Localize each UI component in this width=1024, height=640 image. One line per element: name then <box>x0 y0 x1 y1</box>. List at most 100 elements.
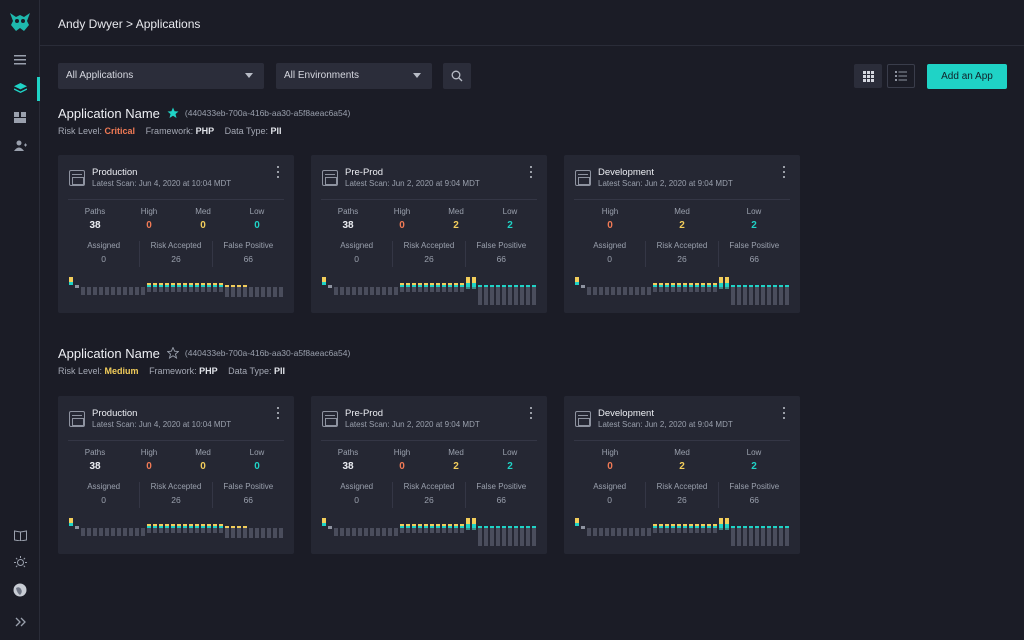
stat-value[interactable]: 0 <box>254 220 260 231</box>
stat-value[interactable]: 2 <box>751 461 757 472</box>
stat-value[interactable]: 38 <box>89 461 101 472</box>
sparkline-bar <box>267 287 271 297</box>
environment-card[interactable]: Production Latest Scan: Jun 4, 2020 at 1… <box>58 396 294 554</box>
book-icon[interactable] <box>11 526 29 544</box>
star-filled-icon[interactable] <box>167 107 179 119</box>
stat-value[interactable]: 0 <box>399 220 405 231</box>
menu-icon[interactable] <box>11 51 29 69</box>
stat-value[interactable]: 38 <box>342 220 354 231</box>
stat-high: High 0 <box>122 448 176 478</box>
dashboard-icon[interactable] <box>11 108 29 126</box>
false-positive-stat: False Positive 66 <box>466 241 537 267</box>
stat-value[interactable]: 2 <box>751 220 757 231</box>
stat-value[interactable]: 0 <box>146 220 152 231</box>
more-options-icon[interactable] <box>276 407 280 419</box>
scan-history-sparkline <box>69 518 283 544</box>
stat-label: Low <box>249 207 265 216</box>
list-view-button[interactable] <box>887 64 915 88</box>
environment-card[interactable]: Pre-Prod Latest Scan: Jun 2, 2020 at 9:0… <box>311 396 547 554</box>
sparkline-bar <box>213 283 217 292</box>
more-options-icon[interactable] <box>529 407 533 419</box>
triage-stats: Assigned 0 Risk Accepted 26 False Positive… <box>68 482 284 508</box>
sparkline-bar <box>255 528 259 538</box>
scan-history-sparkline <box>322 277 536 305</box>
false-positive-value: 66 <box>496 254 507 264</box>
environment-card[interactable]: Production Latest Scan: Jun 4, 2020 at 1… <box>58 155 294 313</box>
globe-icon[interactable] <box>11 581 29 599</box>
search-button[interactable] <box>443 63 471 89</box>
application-name[interactable]: Application Name <box>58 345 160 361</box>
stat-value[interactable]: 0 <box>200 220 206 231</box>
sparkline-bar <box>514 285 518 305</box>
sparkline-bar <box>99 528 103 536</box>
stat-value[interactable]: 2 <box>453 461 459 472</box>
owl-logo-icon[interactable] <box>8 10 32 34</box>
environment-name: Production <box>92 408 138 419</box>
sparkline-bar <box>587 528 591 536</box>
expand-icon[interactable] <box>11 613 29 631</box>
layers-icon[interactable] <box>11 80 29 98</box>
environment-card[interactable]: Development Latest Scan: Jun 2, 2020 at … <box>564 396 800 554</box>
sparkline-bar <box>147 283 151 292</box>
grid-view-button[interactable] <box>854 64 882 88</box>
stat-value[interactable]: 0 <box>254 461 260 472</box>
sparkline-bar <box>611 528 615 536</box>
environment-card[interactable]: Development Latest Scan: Jun 2, 2020 at … <box>564 155 800 313</box>
sparkline-bar <box>105 528 109 536</box>
more-options-icon[interactable] <box>782 166 786 178</box>
sparkline-bar <box>767 526 771 546</box>
assigned-stat: Assigned 0 <box>68 241 141 267</box>
sparkline-bar <box>261 287 265 297</box>
users-icon[interactable] <box>11 136 29 154</box>
stat-label: Low <box>502 448 518 457</box>
stat-paths: Paths 38 <box>68 207 122 237</box>
application-name[interactable]: Application Name <box>58 105 160 121</box>
sparkline-bar <box>412 283 416 292</box>
triage-stats: Assigned 0 Risk Accepted 26 False Positive… <box>321 241 537 267</box>
sparkline-bar <box>641 287 645 295</box>
scan-history-sparkline <box>322 518 536 546</box>
stat-value[interactable]: 2 <box>507 461 513 472</box>
sparkline-bar <box>75 285 79 288</box>
more-options-icon[interactable] <box>276 166 280 178</box>
stat-value[interactable]: 38 <box>342 461 354 472</box>
sparkline-bar <box>430 524 434 533</box>
sparkline-bar <box>635 287 639 295</box>
stat-value[interactable]: 0 <box>607 220 613 231</box>
more-options-icon[interactable] <box>782 407 786 419</box>
latest-scan: Latest Scan: Jun 4, 2020 at 10:04 MDT <box>92 179 232 188</box>
assigned-stat: Assigned 0 <box>68 482 141 508</box>
add-app-button[interactable]: Add an App <box>927 64 1007 89</box>
stat-value[interactable]: 0 <box>200 461 206 472</box>
sparkline-bar <box>81 287 85 295</box>
sparkline-bar <box>147 524 151 533</box>
stat-value[interactable]: 0 <box>399 461 405 472</box>
risk-accepted-stat: Risk Accepted 26 <box>646 241 719 267</box>
stat-label: Med <box>448 448 464 457</box>
stat-value[interactable]: 0 <box>607 461 613 472</box>
stat-label: High <box>601 207 619 216</box>
sparkline-bar <box>129 528 133 536</box>
sparkline-bar <box>647 287 651 295</box>
sparkline-bar <box>496 285 500 305</box>
bug-icon[interactable] <box>11 553 29 571</box>
stat-value[interactable]: 2 <box>679 461 685 472</box>
sparkline-bar <box>496 526 500 546</box>
stat-value[interactable]: 2 <box>453 220 459 231</box>
environment-card[interactable]: Pre-Prod Latest Scan: Jun 2, 2020 at 9:0… <box>311 155 547 313</box>
stat-value[interactable]: 2 <box>679 220 685 231</box>
more-options-icon[interactable] <box>529 166 533 178</box>
stat-value[interactable]: 0 <box>146 461 152 472</box>
sparkline-bar <box>424 283 428 292</box>
environment-filter-select[interactable]: All Environments <box>276 63 432 89</box>
breadcrumb[interactable]: Andy Dwyer > Applications <box>58 17 201 31</box>
framework-value: PHP <box>195 126 215 136</box>
assigned-value: 0 <box>354 495 360 505</box>
sparkline-bar <box>448 283 452 292</box>
sparkline-bar <box>683 524 687 533</box>
stat-value[interactable]: 2 <box>507 220 513 231</box>
stat-value[interactable]: 38 <box>89 220 101 231</box>
stat-high: High 0 <box>122 207 176 237</box>
application-filter-select[interactable]: All Applications <box>58 63 264 89</box>
star-outline-icon[interactable] <box>166 347 179 359</box>
